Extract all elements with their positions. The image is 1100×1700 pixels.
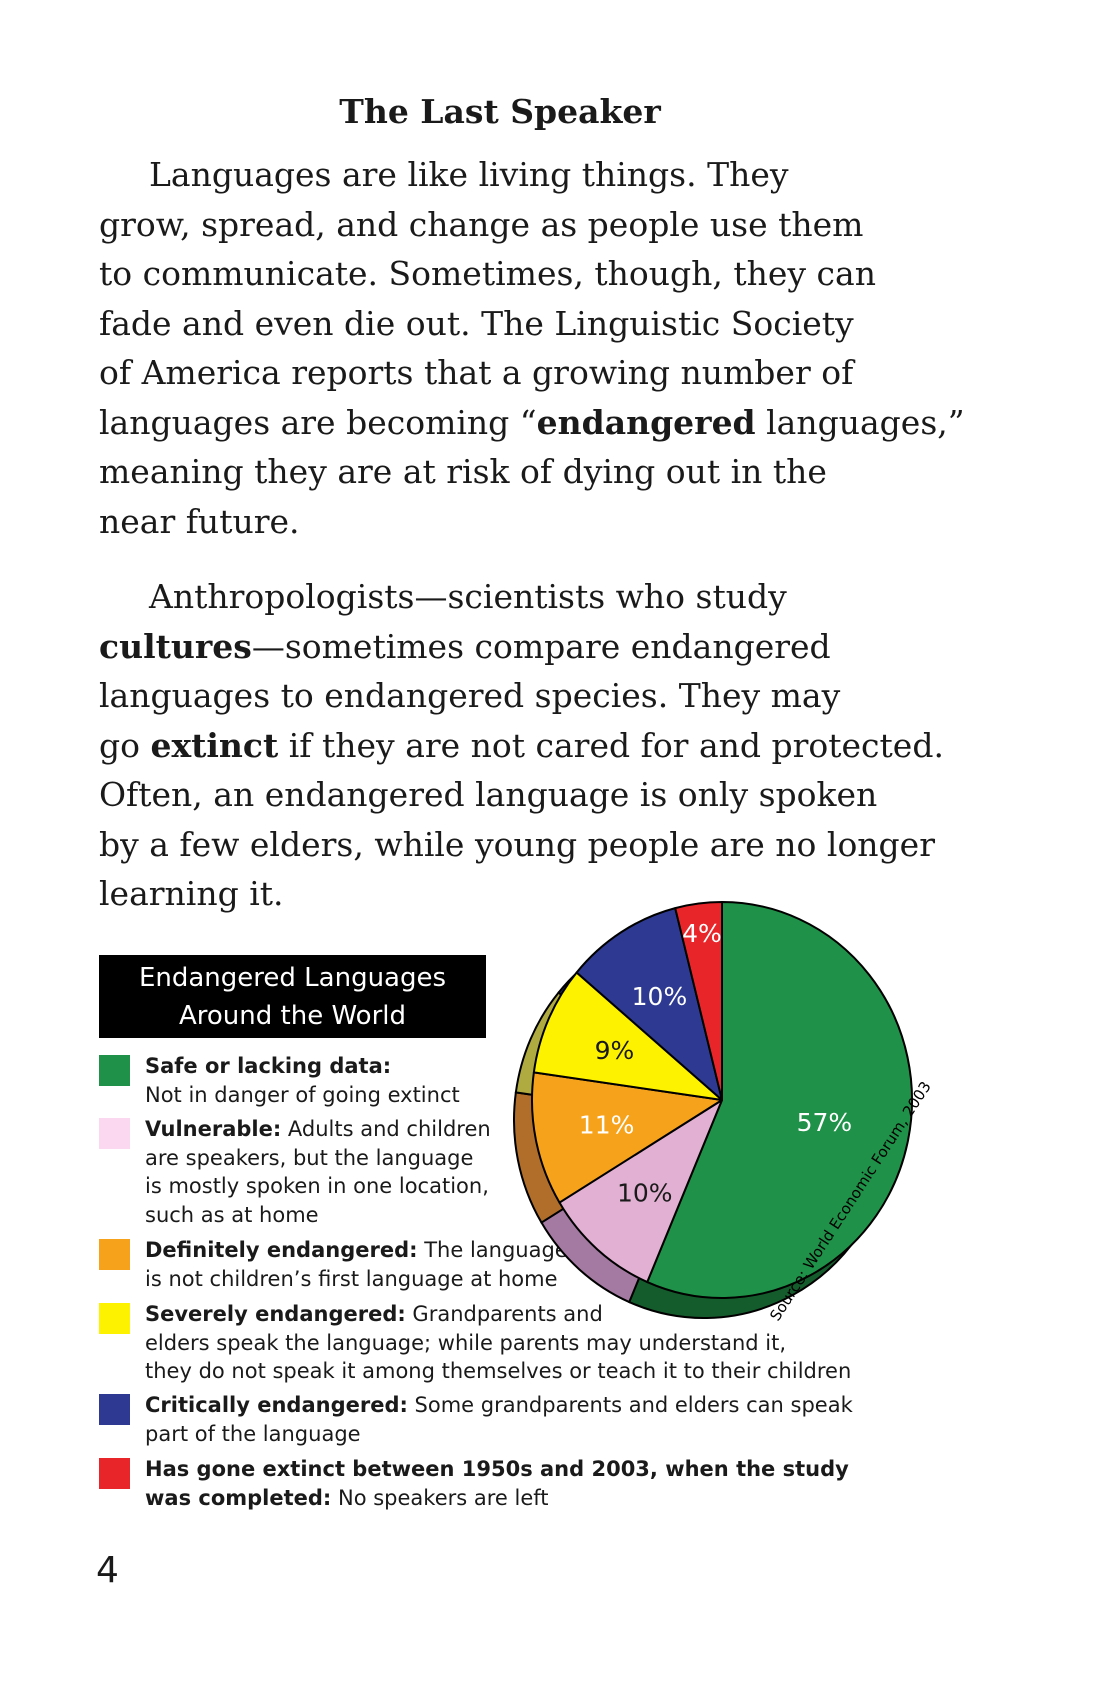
text-line: learning it.: [99, 874, 284, 913]
text-line: Languages are like living things. They: [149, 155, 789, 194]
legend-line: elders speak the language; while parents…: [145, 1330, 787, 1355]
term-cultures: cultures: [99, 626, 252, 666]
text-line: Often, an endangered language is only sp…: [99, 775, 878, 814]
text-line: by a few elders, while young people are …: [99, 824, 935, 864]
pie-slice: [674, 901, 723, 1101]
pie-chart: 57%10%11%9%10%4% Source: World Economic …: [513, 901, 935, 1324]
text-line: Anthropologists—scientists who study: [149, 577, 787, 616]
text-line: to communicate. Sometimes, though, they …: [99, 254, 876, 293]
legend-swatch: [99, 1303, 130, 1334]
pie-slice: [558, 1099, 723, 1284]
pie-slice-label: 4%: [682, 919, 722, 948]
legend-swatch: [99, 1394, 130, 1425]
legend-text: Severely endangered: Grandparents and el…: [145, 1300, 851, 1386]
text-segment: languages are becoming “: [99, 402, 537, 442]
legend-text: Definitely endangered: The language is n…: [145, 1236, 568, 1293]
legend-label: Has gone extinct between 1950s and 2003,…: [145, 1457, 849, 1481]
legend-swatch: [99, 1055, 130, 1086]
pie-slice: [575, 907, 723, 1101]
legend-desc: No speakers are left: [331, 1485, 549, 1510]
text-line: meaning they are at risk of dying out in…: [99, 452, 827, 491]
legend-label: was completed:: [145, 1485, 332, 1510]
paragraph-1: Languages are like living things. They g…: [99, 150, 965, 546]
legend-line: was completed: No speakers are left: [145, 1484, 849, 1513]
legend-line: Safe or lacking data:: [145, 1052, 460, 1081]
legend-line: they do not speak it among themselves or…: [145, 1359, 852, 1383]
legend-title: Endangered Languages Around the World: [99, 955, 486, 1038]
legend-line: is not children’s first language at home: [145, 1266, 558, 1291]
legend-desc: Grandparents and: [405, 1302, 603, 1326]
legend-label: Vulnerable:: [145, 1117, 282, 1141]
legend-text: Critically endangered: Some grandparents…: [145, 1391, 853, 1448]
text-line: go extinct if they are not cared for and…: [99, 721, 944, 771]
legend-line: part of the language: [145, 1421, 361, 1446]
legend-title-line: Endangered Languages: [138, 962, 447, 993]
text-line: fade and even die out. The Linguistic So…: [99, 303, 854, 343]
legend-desc: Some grandparents and elders can speak: [407, 1393, 853, 1417]
legend-line: Not in danger of going extinct: [145, 1082, 460, 1107]
pie-slice: [646, 901, 913, 1299]
text-line: grow, spread, and change as people use t…: [99, 204, 864, 244]
pie-slice-label: 10%: [617, 1179, 673, 1208]
term-endangered: endangered: [536, 402, 756, 442]
legend-line: Critically endangered: Some grandparents…: [145, 1391, 853, 1420]
legend-text: Safe or lacking data: Not in danger of g…: [145, 1052, 460, 1109]
legend-label: Definitely endangered:: [145, 1238, 418, 1262]
legend-desc: The language: [417, 1238, 568, 1262]
paragraph-2: Anthropologists—scientists who study cul…: [99, 572, 944, 919]
text-segment: languages,”: [755, 402, 965, 442]
text-segment: if they are not cared for and protected.: [278, 725, 944, 765]
legend-title-line: Around the World: [179, 1000, 406, 1031]
legend-desc: Adults and children: [281, 1117, 491, 1141]
text-line: of America reports that a growing number…: [99, 353, 854, 392]
legend-swatch: [99, 1239, 130, 1270]
text-line: near future.: [99, 501, 300, 541]
legend-line: Has gone extinct between 1950s and 2003,…: [145, 1455, 849, 1484]
legend-label: Severely endangered:: [145, 1302, 406, 1326]
page-title: The Last Speaker: [339, 92, 661, 131]
term-extinct: extinct: [150, 725, 279, 765]
legend-label: Critically endangered:: [145, 1393, 408, 1417]
pie-slice-label: 57%: [797, 1108, 853, 1137]
text-line: cultures—sometimes compare endangered: [99, 622, 919, 672]
legend-text: Vulnerable: Adults and children are spea…: [145, 1115, 491, 1229]
text-line: languages to endangered species. They ma…: [99, 676, 841, 715]
pie-slice: [531, 1071, 723, 1204]
page-number: 4: [96, 1550, 119, 1591]
text-segment: —sometimes compare endangered: [251, 626, 831, 666]
legend-line: are speakers, but the language: [145, 1145, 474, 1170]
legend-label: Safe or lacking data:: [145, 1054, 392, 1078]
pie-slice: [532, 971, 723, 1101]
legend-line: Vulnerable: Adults and children: [145, 1115, 491, 1144]
text-segment: go: [99, 725, 151, 765]
pie-labels: 57% 10% 11% 9% 10% 4%: [579, 919, 852, 1208]
pie-slice-label: 11%: [579, 1111, 635, 1140]
pie-slices: [531, 901, 913, 1299]
legend-swatch: [99, 1458, 130, 1489]
legend-line: Severely endangered: Grandparents and: [145, 1300, 851, 1329]
text-line: languages are becoming “endangered langu…: [99, 398, 965, 448]
pie-slice-label: 10%: [632, 982, 688, 1011]
legend-line: Definitely endangered: The language: [145, 1236, 568, 1265]
legend-text: Has gone extinct between 1950s and 2003,…: [145, 1455, 849, 1512]
legend-line: is mostly spoken in one location,: [145, 1174, 489, 1198]
pie-slice-label: 9%: [595, 1036, 635, 1065]
legend-swatch: [99, 1118, 130, 1149]
legend-line: such as at home: [145, 1202, 319, 1227]
